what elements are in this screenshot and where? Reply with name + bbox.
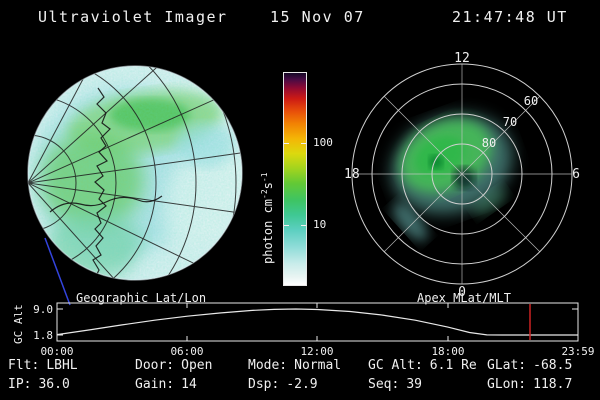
mlat-labels: 60 70 80 <box>482 94 538 150</box>
colorbar-tick-100-left <box>284 143 289 144</box>
status-dsp: Dsp: -2.9 <box>248 377 318 392</box>
colorbar-gradient <box>283 72 307 286</box>
status-ip: IP: 36.0 <box>8 377 70 392</box>
xtick-2359: 23:59 <box>561 345 594 358</box>
status-dsp-value: -2.9 <box>286 377 318 392</box>
status-flt: Flt: LBHL <box>8 358 78 373</box>
uv-disk <box>27 65 243 281</box>
unit-prefix: photon cm <box>261 198 275 264</box>
mlat-80-label: 80 <box>482 136 496 150</box>
colorbar-label-100: 100 <box>313 136 333 149</box>
unit-exp-b: -1 <box>260 172 269 183</box>
time-display: 21:47:48 UT <box>452 8 568 26</box>
mlt-6-label: 6 <box>572 167 580 182</box>
status-glon-value: 118.7 <box>533 377 573 392</box>
status-gain: Gain: 14 <box>135 377 197 392</box>
status-mode-value: Normal <box>294 358 342 373</box>
xtick-1200: 12:00 <box>300 345 333 358</box>
apex-caption: Apex MLat/MLT <box>417 291 511 305</box>
status-ip-label: IP: <box>8 377 32 392</box>
geo-caption: Geographic Lat/Lon <box>76 291 207 305</box>
status-seq-label: Seq: <box>368 377 400 392</box>
geographic-image <box>27 65 243 306</box>
status-gcalt-label: GC Alt: <box>368 358 423 373</box>
colorbar-tick-100-right <box>301 143 306 144</box>
status-gcalt: GC Alt: 6.1 Re <box>368 358 477 373</box>
mlat-60-label: 60 <box>524 94 538 108</box>
date-display: 15 Nov 07 <box>270 8 365 26</box>
gc-alt-curve <box>56 308 578 336</box>
apex-polar-plot: 12 18 6 0 60 70 80 <box>344 52 580 300</box>
status-door-value: Open <box>181 358 213 373</box>
status-glon: GLon: 118.7 <box>487 377 572 392</box>
status-door-label: Door: <box>135 358 175 373</box>
status-gain-value: 14 <box>181 377 197 392</box>
status-glat: GLat: -68.5 <box>487 358 572 373</box>
ytick-bottom: 1.8 <box>33 329 53 342</box>
xtick-0600: 06:00 <box>170 345 203 358</box>
status-door: Door: Open <box>135 358 212 373</box>
status-gcalt-value: 6.1 Re <box>429 358 477 373</box>
coastline <box>49 87 163 280</box>
latlon-grid <box>28 66 242 280</box>
status-glon-label: GLon: <box>487 377 527 392</box>
timeline-labels: 9.0 1.8 00:00 06:00 12:00 18:00 23:59 <box>33 303 594 358</box>
colorbar-unit-label: photon cm-2s-1 <box>260 172 275 264</box>
mlt-12-label: 12 <box>454 52 470 66</box>
status-mode-label: Mode: <box>248 358 288 373</box>
mlt-18-label: 18 <box>344 167 360 182</box>
colorbar-label-10: 10 <box>313 218 327 231</box>
status-flt-value: LBHL <box>46 358 78 373</box>
status-seq-value: 39 <box>406 377 422 392</box>
xtick-1800: 18:00 <box>431 345 464 358</box>
status-seq: Seq: 39 <box>368 377 422 392</box>
colorbar-tick-10-left <box>284 225 289 226</box>
mlat-70-label: 70 <box>503 115 517 129</box>
unit-mid: s <box>261 182 275 190</box>
xtick-0000: 00:00 <box>40 345 73 358</box>
unit-exp-a: -2 <box>260 189 269 199</box>
status-flt-label: Flt: <box>8 358 40 373</box>
colorbar: 100 10 <box>283 72 353 292</box>
status-dsp-label: Dsp: <box>248 377 280 392</box>
status-gain-label: Gain: <box>135 377 175 392</box>
status-glat-label: GLat: <box>487 358 527 373</box>
track-line <box>44 237 71 306</box>
mlt-0-label: 0 <box>458 285 466 300</box>
app-title: Ultraviolet Imager <box>38 8 228 26</box>
mlt-labels: 12 18 6 0 <box>344 52 580 300</box>
status-glat-value: -68.5 <box>533 358 573 373</box>
colorbar-tick-10-right <box>301 225 306 226</box>
status-mode: Mode: Normal <box>248 358 341 373</box>
status-ip-value: 36.0 <box>38 377 70 392</box>
altitude-timeline: 9.0 1.8 00:00 06:00 12:00 18:00 23:59 <box>33 302 595 358</box>
ytick-top: 9.0 <box>33 303 53 316</box>
mlt-spokes <box>352 64 572 284</box>
